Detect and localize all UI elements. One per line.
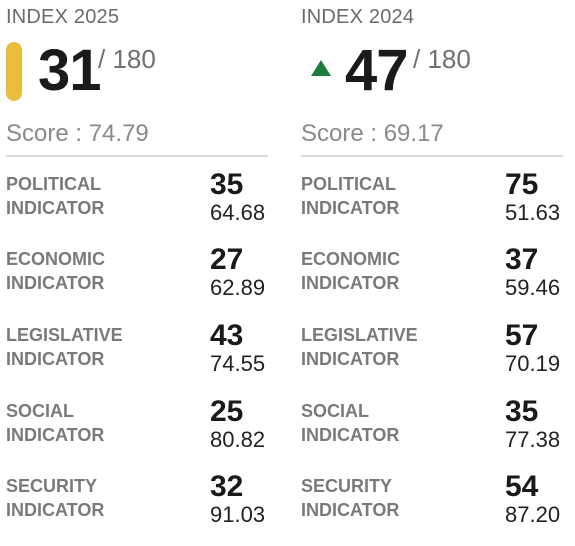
indicator-score: 59.46: [505, 275, 561, 300]
indicator-score: 87.20: [505, 502, 561, 527]
index-2024-rank-row: 47 / 180: [301, 38, 567, 104]
indicator-rank: 35: [505, 395, 539, 428]
indicator-label: SOCIAL INDICATOR: [301, 401, 400, 445]
index-2025-total: / 180: [98, 44, 156, 74]
indicator-score: 62.89: [210, 275, 266, 300]
indicator-rank: 25: [210, 395, 244, 428]
index-2024-panel: INDEX 2024 47 / 180 Score : 69.17 POLITI…: [301, 0, 567, 546]
indicator-score: 77.38: [505, 427, 561, 452]
indicator-label: POLITICAL INDICATOR: [301, 174, 400, 218]
index-2025-rank-row: 31 / 180: [6, 38, 272, 104]
up-arrow-icon: [311, 60, 331, 76]
indicator-economic: ECONOMIC INDICATOR 27 62.89: [6, 243, 272, 317]
indicator-social: SOCIAL INDICATOR 35 77.38: [301, 395, 567, 469]
index-2025-rank: 31: [38, 38, 102, 103]
indicator-label: POLITICAL INDICATOR: [6, 174, 105, 218]
indicator-label: LEGISLATIVE INDICATOR: [6, 325, 123, 369]
indicator-label: SECURITY INDICATOR: [301, 476, 400, 520]
indicator-label: ECONOMIC INDICATOR: [6, 249, 105, 293]
indicator-rank: 75: [505, 168, 539, 201]
indicator-rank: 57: [505, 319, 539, 352]
indicator-legislative: LEGISLATIVE INDICATOR 57 70.19: [301, 319, 567, 393]
index-2024-rank: 47: [345, 38, 409, 103]
index-2024-title: INDEX 2024: [301, 6, 415, 28]
indicator-security: SECURITY INDICATOR 54 87.20: [301, 470, 567, 544]
indicator-score: 80.82: [210, 427, 266, 452]
indicator-score: 91.03: [210, 502, 266, 527]
indicator-rank: 27: [210, 243, 244, 276]
indicator-economic: ECONOMIC INDICATOR 37 59.46: [301, 243, 567, 317]
indicator-rank: 54: [505, 470, 539, 503]
rank-marker-bar: [6, 42, 22, 101]
indicator-label: LEGISLATIVE INDICATOR: [301, 325, 418, 369]
indicator-social: SOCIAL INDICATOR 25 80.82: [6, 395, 272, 469]
indicator-rank: 37: [505, 243, 539, 276]
indicator-score: 64.68: [210, 200, 266, 225]
divider: [6, 155, 268, 157]
indicator-label: SECURITY INDICATOR: [6, 476, 105, 520]
indicator-rank: 43: [210, 319, 244, 352]
indicator-score: 74.55: [210, 351, 266, 376]
index-2025-score: Score : 74.79: [6, 120, 149, 147]
indicator-label: ECONOMIC INDICATOR: [301, 249, 400, 293]
indicator-score: 51.63: [505, 200, 561, 225]
index-2024-score: Score : 69.17: [301, 120, 444, 147]
indicator-political: POLITICAL INDICATOR 35 64.68: [6, 168, 272, 242]
indicator-score: 70.19: [505, 351, 561, 376]
indicator-rank: 32: [210, 470, 244, 503]
divider: [301, 155, 563, 157]
indicator-rank: 35: [210, 168, 244, 201]
indicator-label: SOCIAL INDICATOR: [6, 401, 105, 445]
index-2025-title: INDEX 2025: [6, 6, 120, 28]
indicator-security: SECURITY INDICATOR 32 91.03: [6, 470, 272, 544]
indicator-political: POLITICAL INDICATOR 75 51.63: [301, 168, 567, 242]
indicator-legislative: LEGISLATIVE INDICATOR 43 74.55: [6, 319, 272, 393]
index-2025-panel: INDEX 2025 31 / 180 Score : 74.79 POLITI…: [6, 0, 272, 546]
index-2024-total: / 180: [413, 44, 471, 74]
